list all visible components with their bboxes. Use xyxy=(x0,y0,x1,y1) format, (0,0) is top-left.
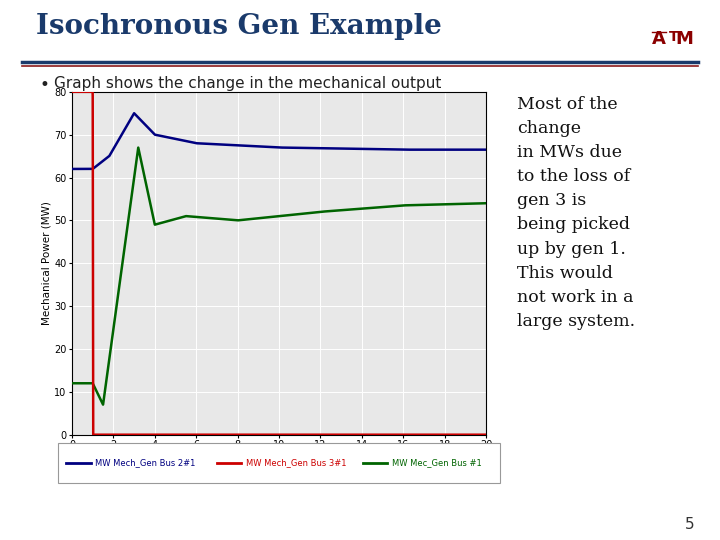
Text: Isochronous Gen Example: Isochronous Gen Example xyxy=(36,14,442,40)
Text: M: M xyxy=(675,30,693,48)
Text: MW Mech_Gen Bus 3#1: MW Mech_Gen Bus 3#1 xyxy=(246,458,346,468)
Text: MW Mech_Gen Bus 2#1: MW Mech_Gen Bus 2#1 xyxy=(95,458,196,468)
Text: Graph shows the change in the mechanical output: Graph shows the change in the mechanical… xyxy=(54,76,441,91)
Text: 5: 5 xyxy=(685,517,695,532)
Text: MW Mec_Gen Bus #1: MW Mec_Gen Bus #1 xyxy=(392,458,482,468)
Y-axis label: Mechanical Power (MW): Mechanical Power (MW) xyxy=(41,201,51,325)
FancyBboxPatch shape xyxy=(58,443,500,483)
Text: Most of the
change
in MWs due
to the loss of
gen 3 is
being picked
up by gen 1.
: Most of the change in MWs due to the los… xyxy=(517,96,635,330)
Text: A: A xyxy=(652,30,666,48)
Text: •: • xyxy=(40,76,50,93)
X-axis label: Time (Seconds): Time (Seconds) xyxy=(233,456,325,469)
Text: T: T xyxy=(668,30,678,44)
